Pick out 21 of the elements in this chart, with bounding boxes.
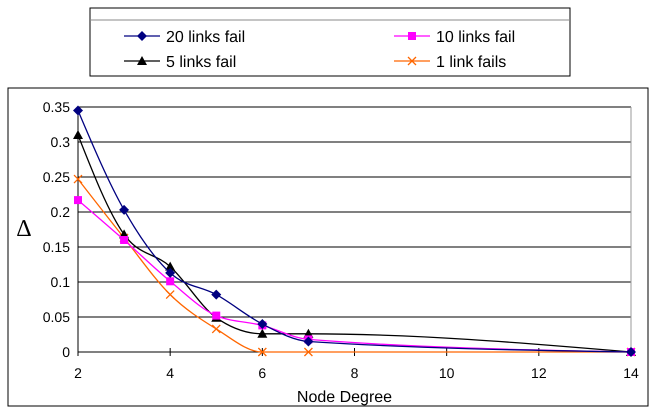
- y-tick-label: 0: [62, 344, 70, 360]
- y-axis-title: Δ: [16, 216, 32, 242]
- legend-label: 5 links fail: [166, 54, 236, 71]
- y-tick-label: 0.1: [50, 274, 70, 290]
- legend-label: 10 links fail: [436, 29, 516, 46]
- x-axis-title: Node Degree: [296, 389, 392, 406]
- x-tick-label: 2: [74, 365, 82, 381]
- y-tick-label: 0.35: [42, 99, 70, 115]
- legend-label: 1 link fails: [436, 54, 506, 71]
- y-tick-label: 0.2: [50, 204, 70, 220]
- x-tick-label: 8: [350, 365, 359, 381]
- y-tick-label: 0.05: [42, 309, 70, 325]
- legend-label: 20 links fail: [166, 29, 246, 46]
- x-tick-label: 4: [166, 365, 174, 381]
- x-tick-label: 6: [258, 365, 266, 381]
- y-tick-label: 0.25: [42, 169, 70, 185]
- y-tick-label: 0.3: [50, 134, 70, 150]
- y-tick-label: 0.15: [42, 239, 70, 255]
- x-tick-label: 10: [438, 365, 455, 381]
- x-tick-label: 12: [531, 365, 547, 381]
- x-tick-label: 14: [623, 365, 639, 381]
